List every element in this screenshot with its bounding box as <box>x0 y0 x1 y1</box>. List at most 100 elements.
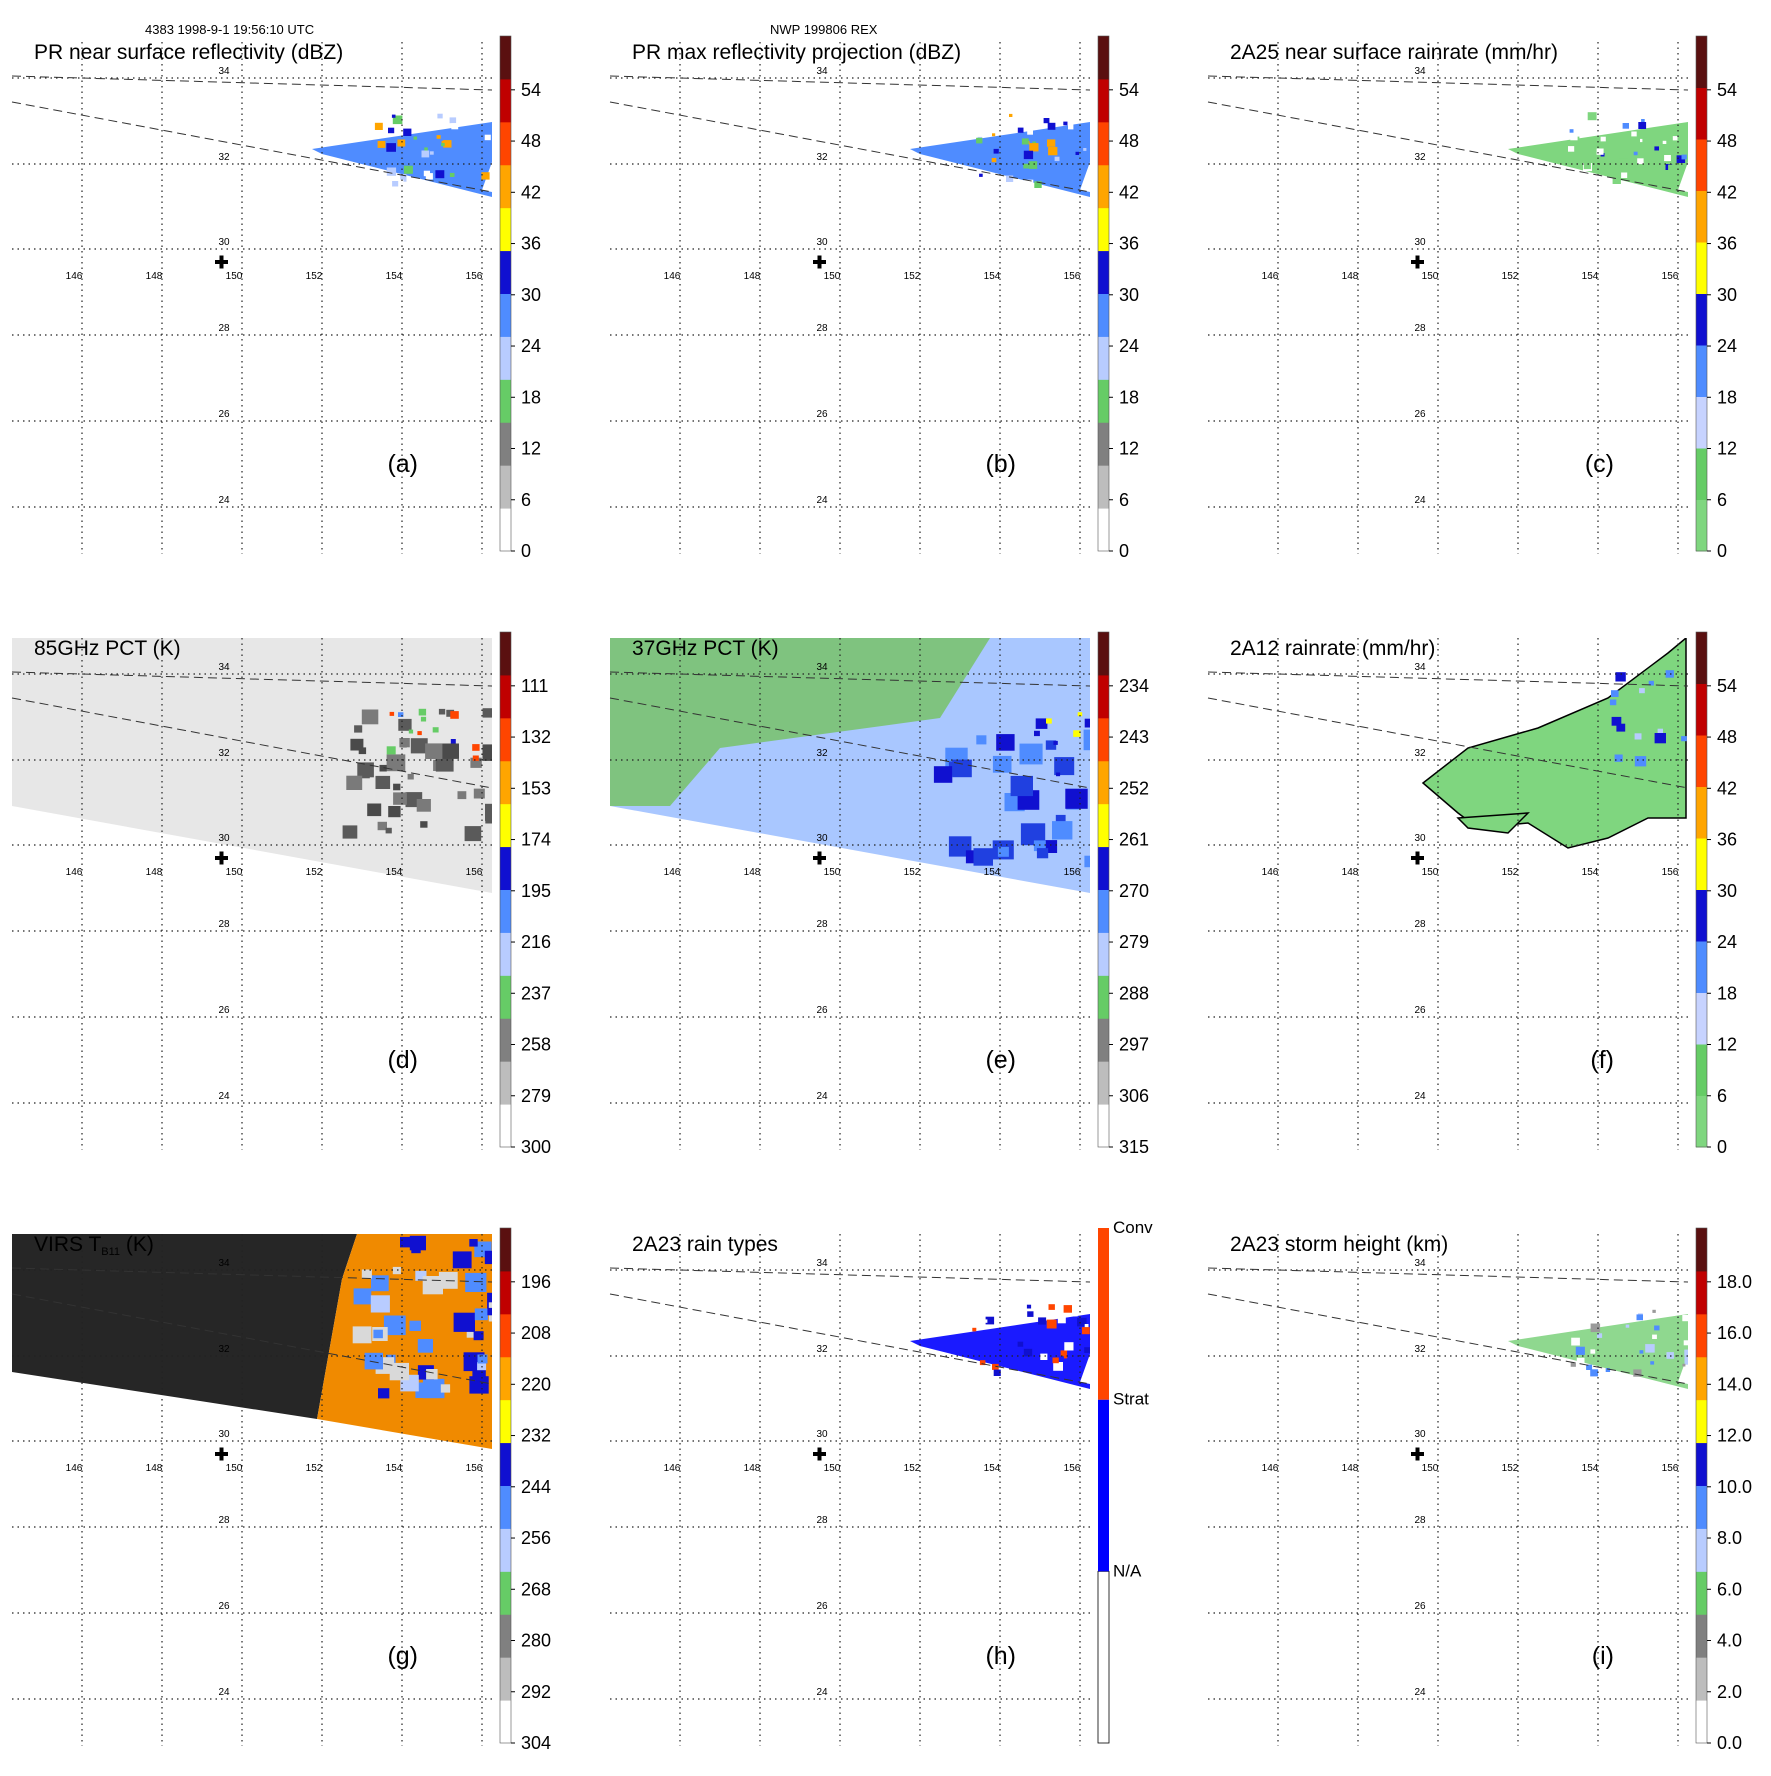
colorbar-segment <box>1696 1485 1707 1529</box>
colorbar-segment <box>500 717 511 762</box>
panel-title: 2A23 storm height (km) <box>1230 1233 1448 1256</box>
swath-edge-line <box>11 75 493 91</box>
colorbar-segment <box>1098 465 1109 509</box>
colorbar-label: 258 <box>521 1035 551 1055</box>
tick-labels: 146 148 150 152 154 156 34 32 30 28 26 24 <box>66 662 483 1102</box>
longitude-tick-label: 150 <box>824 867 841 878</box>
colorbar-segment <box>1696 992 1707 1045</box>
latitude-tick-label: 34 <box>1414 66 1426 77</box>
latitude-tick-label: 26 <box>218 1601 230 1612</box>
colorbar-segment <box>500 1442 511 1486</box>
colorbar-segment <box>500 465 511 509</box>
colorbar-label: 30 <box>1717 285 1737 305</box>
longitude-tick-label: 148 <box>744 867 761 878</box>
colorbar-segment <box>1098 508 1109 552</box>
latitude-tick-label: 32 <box>816 1344 828 1355</box>
colorbar-label: 270 <box>1119 881 1149 901</box>
colorbar-label: 279 <box>521 1086 551 1106</box>
colorbar-label: 42 <box>1119 182 1139 202</box>
colorbar-segment <box>500 1571 511 1615</box>
latitude-tick-label: 28 <box>816 323 828 334</box>
colorbar-label: 6 <box>1119 490 1129 510</box>
colorbar-label: 36 <box>1717 234 1737 254</box>
longitude-tick-label: 148 <box>744 1463 761 1474</box>
colorbar: 0 6 12 18 24 30 36 42 48 54 <box>1097 35 1139 561</box>
tick-labels: 146 148 150 152 154 156 34 32 30 28 26 24 <box>1262 1258 1679 1698</box>
panel-g: 146 148 150 152 154 156 34 32 30 28 26 24 VIRS TB11 … <box>11 1227 551 1753</box>
latitude-tick-label: 26 <box>218 409 230 420</box>
colorbar-label: 315 <box>1119 1137 1149 1157</box>
pr-echoes <box>976 113 1087 188</box>
colorbar-label: Strat <box>1113 1390 1149 1409</box>
longitude-tick-label: 154 <box>386 271 403 282</box>
longitude-tick-label: 152 <box>904 271 921 282</box>
colorbar-label: 297 <box>1119 1035 1149 1055</box>
colorbar-segment <box>1696 889 1707 942</box>
colorbar-label: 12.0 <box>1717 1426 1752 1446</box>
colorbar-segment <box>500 1399 511 1444</box>
experiment-label: NWP 199806 REX <box>770 22 878 37</box>
field-h <box>910 1304 1090 1389</box>
panel-b: 146 148 150 152 154 156 34 32 30 28 26 24 PR max ref… <box>609 35 1139 561</box>
latitude-tick-label: 34 <box>218 1258 230 1269</box>
colorbar: 315 306 297 288 279 270 261 252 243 234 <box>1097 631 1149 1157</box>
longitude-tick-label: 146 <box>664 1463 681 1474</box>
colorbar-label: 18 <box>521 387 541 407</box>
swath-edges <box>609 1267 1091 1385</box>
longitude-tick-label: 150 <box>1422 867 1439 878</box>
colorbar-label: 279 <box>1119 932 1149 952</box>
plus-icon <box>813 255 826 269</box>
colorbar-label: 14.0 <box>1717 1374 1752 1394</box>
colorbar-label: 54 <box>1717 80 1737 100</box>
longitude-tick-label: 154 <box>984 1463 1001 1474</box>
latitude-tick-label: 28 <box>1414 919 1426 930</box>
pr-echoes <box>1568 1309 1688 1377</box>
latitude-tick-label: 26 <box>816 1601 828 1612</box>
latitude-tick-label: 30 <box>1414 237 1426 248</box>
tick-labels: 146 148 150 152 154 156 34 32 30 28 26 24 <box>664 1258 1081 1698</box>
longitude-tick-label: 148 <box>146 271 163 282</box>
panel-title: 37GHz PCT (K) <box>632 637 779 660</box>
colorbar-segment <box>500 508 511 552</box>
colorbar-segment <box>1098 1228 1109 1400</box>
latitude-tick-label: 26 <box>218 1005 230 1016</box>
longitude-tick-label: 156 <box>1064 1463 1081 1474</box>
colorbar-label: 12 <box>1119 439 1139 459</box>
colorbar-segment <box>500 1700 511 1744</box>
panel-title: VIRS TB11 (K) <box>34 1233 154 1258</box>
colorbar-label: 12 <box>1717 1035 1737 1055</box>
longitude-tick-label: 152 <box>904 867 921 878</box>
longitude-tick-label: 146 <box>1262 271 1279 282</box>
colorbar-label: 54 <box>521 80 541 100</box>
colorbar-label: 30 <box>1119 285 1139 305</box>
lat-lon-grid <box>1208 1234 1688 1746</box>
colorbar-label: 153 <box>521 778 551 798</box>
latitude-tick-label: 30 <box>816 833 828 844</box>
colorbar-segment <box>1098 1104 1109 1148</box>
tick-labels: 146 148 150 152 154 156 34 32 30 28 26 24 <box>1262 662 1679 1102</box>
colorbar-label: 16.0 <box>1717 1323 1752 1343</box>
colorbar-label: 111 <box>521 676 548 696</box>
colorbar-segment <box>1696 1356 1707 1401</box>
lat-lon-grid <box>610 1234 1090 1746</box>
panel-title: PR max reflectivity projection (dBZ) <box>632 41 961 64</box>
colorbar-segment <box>500 293 511 337</box>
colorbar-label: 252 <box>1119 778 1149 798</box>
colorbar-label: 42 <box>1717 778 1737 798</box>
field-b <box>910 113 1090 197</box>
latitude-tick-label: 26 <box>1414 1005 1426 1016</box>
panel-d: 146 148 150 152 154 156 34 32 30 28 26 24 85GHz PCT … <box>11 631 551 1157</box>
latitude-tick-label: 34 <box>816 662 828 673</box>
longitude-tick-label: 146 <box>66 867 83 878</box>
colorbar-label: 256 <box>521 1528 551 1548</box>
panel-title: PR near surface reflectivity (dBZ) <box>34 41 343 64</box>
longitude-tick-label: 154 <box>1582 1463 1599 1474</box>
colorbar-segment <box>1696 1614 1707 1658</box>
colorbar-label: 18 <box>1717 387 1737 407</box>
swath-edge-line <box>11 101 493 193</box>
longitude-tick-label: 148 <box>744 271 761 282</box>
latitude-tick-label: 26 <box>816 1005 828 1016</box>
panel-title: 2A12 rainrate (mm/hr) <box>1230 637 1435 660</box>
swath-edges <box>609 75 1091 193</box>
colorbar-segment <box>1696 632 1707 684</box>
